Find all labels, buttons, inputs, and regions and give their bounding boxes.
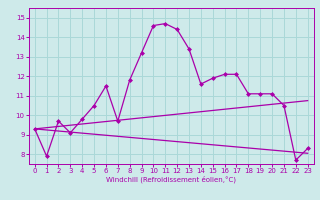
X-axis label: Windchill (Refroidissement éolien,°C): Windchill (Refroidissement éolien,°C) <box>106 176 236 183</box>
